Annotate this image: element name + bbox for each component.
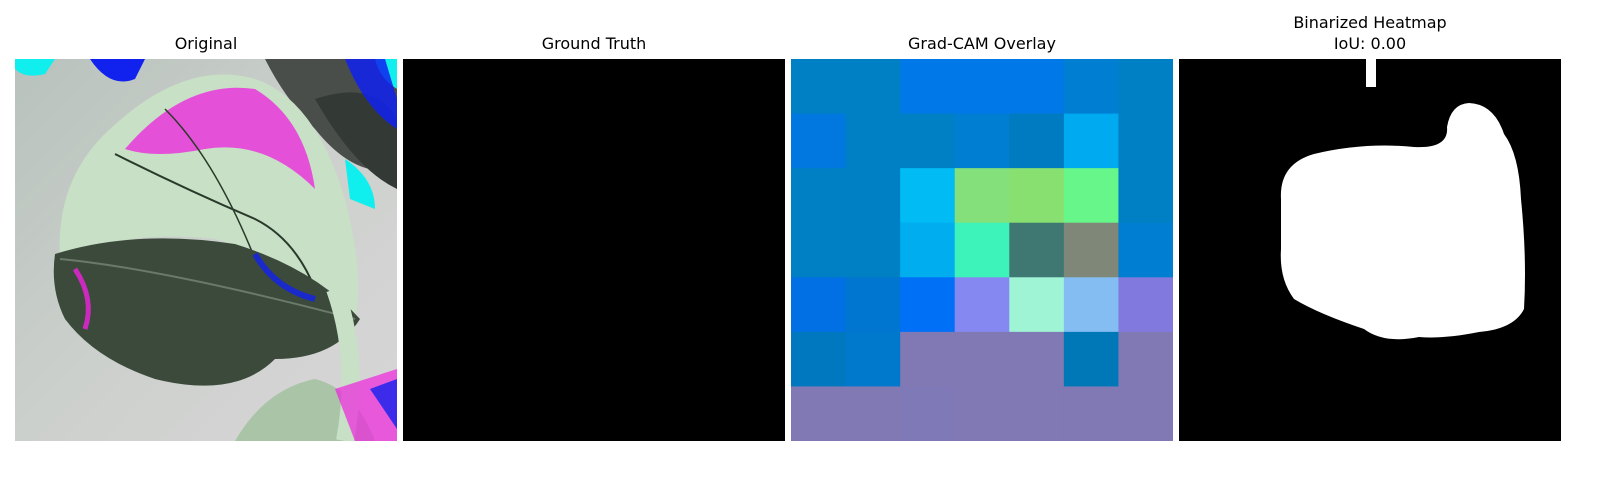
gradcam-cell — [954, 331, 1010, 387]
gradcam-cell — [1063, 168, 1119, 224]
gradcam-cell — [791, 222, 847, 278]
gradcam-cell — [845, 222, 901, 278]
gradcam-cell — [1009, 277, 1065, 333]
gradcam-cell — [791, 331, 847, 387]
gradcam-cell — [1118, 386, 1173, 441]
gradcam-cell — [954, 59, 1010, 115]
gradcam-cell — [954, 386, 1010, 441]
gradcam-cell — [1009, 113, 1065, 169]
gradcam-cell — [845, 331, 901, 387]
gradcam-cell — [954, 277, 1010, 333]
gradcam-cell — [1009, 386, 1065, 441]
gradcam-cell — [1063, 59, 1119, 115]
gradcam-cell — [1063, 277, 1119, 333]
binarized-heatmap — [1179, 59, 1561, 441]
gradcam-cell — [900, 277, 956, 333]
gradcam-cell — [900, 59, 956, 115]
panel-title-original: Original — [174, 34, 238, 53]
gradcam-cell — [791, 59, 847, 115]
gradcam-cell — [1009, 168, 1065, 224]
gradcam-cell — [845, 59, 901, 115]
gradcam-cell — [900, 386, 956, 441]
gradcam-cell — [791, 386, 847, 441]
gradcam-cell — [1118, 113, 1173, 169]
gradcam-cell — [845, 113, 901, 169]
gradcam-cell — [791, 113, 847, 169]
gradcam-cell — [1009, 59, 1065, 115]
gradcam-cell — [1118, 59, 1173, 115]
gradcam-cell — [845, 277, 901, 333]
gradcam-cell — [1063, 113, 1119, 169]
leaf-photo — [15, 59, 397, 441]
gradcam-cell — [900, 168, 956, 224]
gradcam-cell — [1009, 222, 1065, 278]
gradcam-cell — [1118, 222, 1173, 278]
panel-title-binarized: Binarized Heatmap — [1293, 13, 1447, 32]
gradcam-cell — [900, 222, 956, 278]
gradcam-cell — [1118, 331, 1173, 387]
gradcam-cell — [954, 168, 1010, 224]
gradcam-cell — [900, 331, 956, 387]
original-image — [15, 59, 397, 441]
panel-title-gradcam: Grad-CAM Overlay — [908, 34, 1056, 53]
gradcam-cell — [1063, 386, 1119, 441]
gradcam-cell — [954, 113, 1010, 169]
ground-truth-mask — [403, 59, 785, 441]
gradcam-cell — [1009, 331, 1065, 387]
gradcam-cell — [900, 113, 956, 169]
gradcam-cell — [1118, 168, 1173, 224]
gradcam-cell — [845, 386, 901, 441]
gradcam-cell — [791, 277, 847, 333]
gradcam-cell — [845, 168, 901, 224]
gradcam-cell — [1063, 331, 1119, 387]
gradcam-overlay — [791, 59, 1173, 441]
panel-subtitle-iou: IoU: 0.00 — [1333, 34, 1407, 53]
gradcam-cell — [1063, 222, 1119, 278]
gradcam-grid — [791, 59, 1173, 441]
panel-title-ground-truth: Ground Truth — [541, 34, 647, 53]
gradcam-cell — [1118, 277, 1173, 333]
gradcam-cell — [954, 222, 1010, 278]
gradcam-cell — [791, 168, 847, 224]
binary-mask — [1179, 59, 1561, 441]
